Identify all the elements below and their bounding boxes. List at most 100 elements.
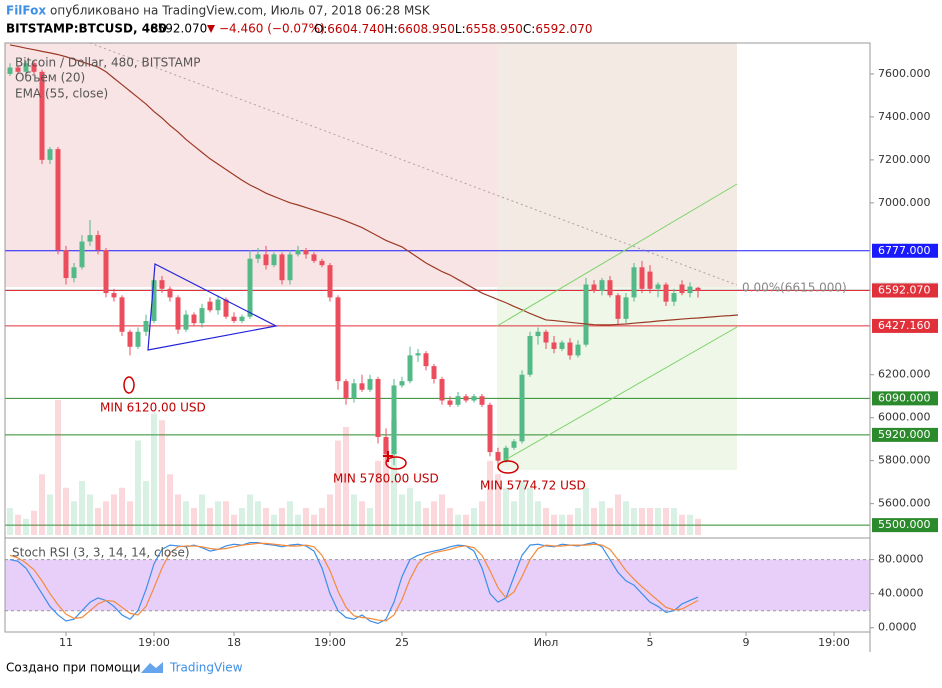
candle-body xyxy=(359,383,365,390)
candle-body xyxy=(399,381,405,386)
candle-body xyxy=(543,331,549,343)
published: опубликовано на TradingView.com, Июль 07… xyxy=(50,4,431,18)
volume-bar xyxy=(535,501,541,535)
volume-bar xyxy=(31,510,37,535)
candle-body xyxy=(623,297,629,319)
volume-bar xyxy=(15,514,21,535)
volume-bar xyxy=(103,501,109,535)
made-with: Создано при помощи xyxy=(6,661,141,675)
volume-bar xyxy=(151,413,157,535)
candle-body xyxy=(391,385,397,455)
volume-bar xyxy=(327,494,333,535)
volume-bar xyxy=(311,514,317,535)
main-plot xyxy=(5,44,870,535)
volume-bar xyxy=(639,508,645,535)
volume-bar xyxy=(71,501,77,535)
candle-body xyxy=(479,396,485,405)
volume-bar xyxy=(239,508,245,535)
triangle xyxy=(147,263,278,351)
candle-body xyxy=(239,316,245,322)
circle-marker xyxy=(385,456,407,470)
candle-body xyxy=(647,271,653,289)
x-tick-label: 11 xyxy=(59,636,73,649)
volume-bar xyxy=(407,487,413,535)
volume-bar xyxy=(423,508,429,535)
volume-bar xyxy=(79,481,85,535)
circle-marker xyxy=(497,460,519,474)
volume-bar xyxy=(335,440,341,535)
candle-body xyxy=(311,254,317,261)
ohlc-key: O: xyxy=(314,22,327,36)
candle-body xyxy=(455,396,461,405)
candle-body xyxy=(503,447,509,461)
volume-bar xyxy=(135,440,141,535)
candle-body xyxy=(327,265,333,298)
candle-body xyxy=(511,441,517,448)
candle-body xyxy=(535,331,541,337)
candle-body xyxy=(23,63,29,72)
volume-bar xyxy=(183,501,189,535)
volume-bar xyxy=(343,427,349,535)
candle-body xyxy=(263,254,269,266)
volume-bar xyxy=(359,501,365,535)
y-tick-label: 0.0000 xyxy=(878,621,917,634)
candle-body xyxy=(343,381,349,399)
volume-bar xyxy=(287,501,293,535)
volume-bar xyxy=(431,501,437,535)
volume-bar xyxy=(47,494,53,535)
volume-bar xyxy=(143,481,149,535)
volume-bar xyxy=(391,420,397,535)
x-tick-label: Июл xyxy=(534,636,559,649)
volume-bar xyxy=(655,508,661,535)
candle-body xyxy=(231,316,237,322)
volume-bar xyxy=(479,501,485,535)
candle-body xyxy=(119,297,125,332)
volume-bar xyxy=(607,508,613,535)
logo xyxy=(141,662,163,673)
volume-bar xyxy=(455,514,461,535)
candle-body xyxy=(415,353,421,356)
volume-bar xyxy=(199,494,205,535)
candle-body xyxy=(279,254,285,281)
candle-body xyxy=(367,379,373,390)
volume-bar xyxy=(223,501,229,535)
candle-body xyxy=(583,284,589,345)
volume-bar xyxy=(463,514,469,535)
volume-bar xyxy=(111,494,117,535)
volume-bar xyxy=(575,508,581,535)
volume-bar xyxy=(663,508,669,535)
change: −4.460 (−0.07%) xyxy=(219,22,325,36)
ohlc-key: C: xyxy=(523,22,535,36)
volume-bar xyxy=(687,514,693,535)
brand[interactable]: TradingView xyxy=(169,661,243,675)
y-tick-label: 5600.000 xyxy=(878,497,931,510)
volume-bar xyxy=(95,508,101,535)
candle-body xyxy=(575,344,581,356)
level-tag xyxy=(872,318,938,333)
candle-body xyxy=(183,314,189,330)
candle-body xyxy=(319,260,325,266)
volume-bar xyxy=(191,508,197,535)
candle-body xyxy=(495,452,501,461)
volume-bar xyxy=(679,514,685,535)
volume-bar xyxy=(247,494,253,535)
volume-bar xyxy=(503,487,509,535)
fib-label: 0.00%(6615.000) xyxy=(742,281,847,295)
candle-body xyxy=(63,250,69,279)
stoch-plot xyxy=(5,541,870,625)
volume-bar xyxy=(175,494,181,535)
candle-body xyxy=(215,299,221,311)
x-tick-label: 25 xyxy=(395,636,409,649)
x-tick-label: 19:00 xyxy=(138,636,170,649)
volume-bar xyxy=(271,514,277,535)
y-tick-label: 7200.000 xyxy=(878,153,931,166)
candle-body xyxy=(607,280,613,296)
author[interactable]: FilFox xyxy=(6,4,46,18)
volume-bar xyxy=(375,460,381,535)
volume-bar xyxy=(295,514,301,535)
volume-bar xyxy=(63,487,69,535)
ohlc-value: 6604.740 xyxy=(327,22,384,36)
level-label: 6777.000 xyxy=(878,244,931,257)
candle-body xyxy=(47,149,53,160)
volume-bar xyxy=(623,501,629,535)
